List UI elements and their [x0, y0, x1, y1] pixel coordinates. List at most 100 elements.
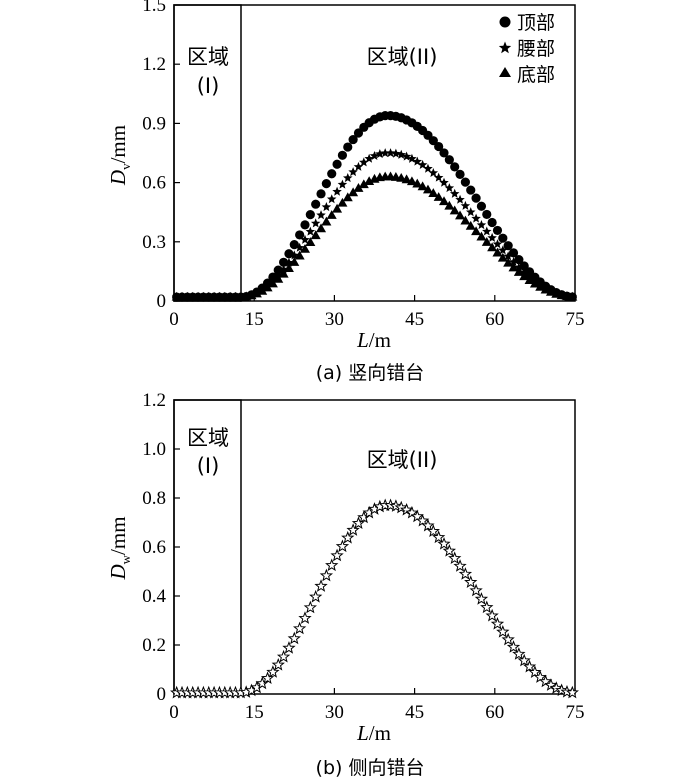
y-ticks: 0 0.2 0.4 0.6 0.8 1.0 1.2 — [142, 390, 180, 705]
data-point — [426, 524, 440, 537]
y-axis-label: Dw/mm — [106, 516, 133, 580]
x-axis-label: L/m — [356, 721, 391, 745]
x-tick-label: 0 — [169, 702, 179, 723]
data-point — [514, 255, 524, 265]
data-point — [428, 188, 439, 197]
data-point — [287, 631, 301, 645]
data-point — [529, 278, 540, 288]
region-I-label-line2: (I) — [197, 454, 220, 478]
data-point — [316, 189, 326, 199]
data-point — [385, 148, 396, 158]
data-point — [444, 200, 455, 210]
data-point — [476, 231, 487, 241]
data-point — [343, 142, 353, 152]
x-tick-label: 45 — [405, 309, 424, 330]
data-point — [455, 194, 465, 204]
data-point — [433, 192, 444, 201]
y-tick-label: 0.6 — [142, 173, 166, 194]
data-point — [279, 257, 289, 267]
x-tick-label: 15 — [245, 702, 264, 723]
data-point — [485, 608, 499, 622]
data-point — [455, 210, 466, 220]
data-point — [474, 592, 489, 605]
data-point — [326, 194, 337, 204]
x-tick-label: 60 — [485, 702, 504, 723]
data-point — [460, 200, 471, 210]
x-tick-label: 30 — [325, 702, 344, 723]
data-point — [284, 257, 294, 267]
data-point — [407, 153, 417, 163]
data-point — [380, 148, 390, 158]
data-point — [565, 685, 579, 699]
y-tick-label: 0.6 — [142, 537, 166, 558]
x-tick-label: 75 — [566, 309, 585, 330]
data-point — [453, 559, 467, 572]
y-tick-label: 0.9 — [142, 113, 166, 134]
data-point — [289, 250, 300, 260]
legend-label: 底部 — [517, 64, 555, 86]
legend: 顶部 腰部 底部 — [498, 12, 555, 86]
data-points — [171, 110, 578, 302]
data-point — [305, 226, 316, 236]
data-point — [444, 183, 455, 193]
data-point — [476, 201, 487, 211]
data-point — [298, 611, 312, 624]
data-point — [316, 223, 327, 233]
y-tick-label: 1.2 — [142, 54, 166, 75]
data-point — [348, 187, 359, 197]
data-point — [448, 551, 462, 565]
data-point — [305, 237, 316, 246]
data-point — [519, 271, 530, 281]
data-point — [423, 163, 433, 173]
data-point — [503, 257, 514, 267]
data-point — [442, 544, 457, 557]
data-point — [422, 184, 433, 194]
data-point — [492, 225, 503, 236]
data-point — [480, 600, 494, 614]
data-point — [417, 159, 428, 169]
x-tick-label: 15 — [245, 309, 264, 330]
data-point — [522, 659, 537, 673]
x-tick-label: 30 — [325, 309, 344, 330]
data-point — [375, 149, 385, 159]
data-point — [325, 558, 339, 572]
data-point — [508, 256, 519, 267]
data-point — [273, 265, 283, 275]
data-point — [428, 167, 439, 178]
data-point — [311, 199, 321, 209]
data-point — [503, 241, 513, 251]
region-I-label-line1: 区域 — [187, 45, 229, 69]
data-point — [501, 632, 515, 646]
data-point — [399, 502, 414, 516]
data-point — [512, 647, 526, 660]
data-point — [503, 251, 513, 261]
data-point — [359, 157, 369, 167]
data-point — [332, 159, 342, 169]
data-point — [273, 273, 284, 283]
data-point — [434, 141, 444, 152]
y-ticks: 0 0.3 0.6 0.9 1.2 1.5 — [142, 0, 180, 312]
data-point — [353, 183, 364, 192]
data-point — [391, 148, 401, 158]
data-point — [337, 150, 348, 160]
data-point — [278, 268, 289, 278]
data-point — [305, 209, 315, 220]
data-point — [321, 202, 332, 212]
region-I-label-line2: (I) — [197, 74, 220, 98]
y-tick-label: 0 — [157, 291, 167, 312]
data-point — [524, 275, 535, 284]
y-tick-label: 0.2 — [142, 635, 166, 656]
data-point — [439, 196, 450, 206]
data-point — [364, 153, 374, 163]
data-point — [276, 649, 291, 663]
data-point — [519, 261, 529, 271]
data-point — [490, 616, 505, 630]
data-point — [337, 179, 348, 189]
data-point — [428, 136, 438, 146]
data-point — [528, 665, 542, 678]
panel-caption: (a) 竖向错台 — [316, 362, 425, 384]
data-point — [412, 156, 423, 166]
data-point — [321, 216, 332, 226]
region-II-label: 区域(II) — [367, 45, 438, 69]
